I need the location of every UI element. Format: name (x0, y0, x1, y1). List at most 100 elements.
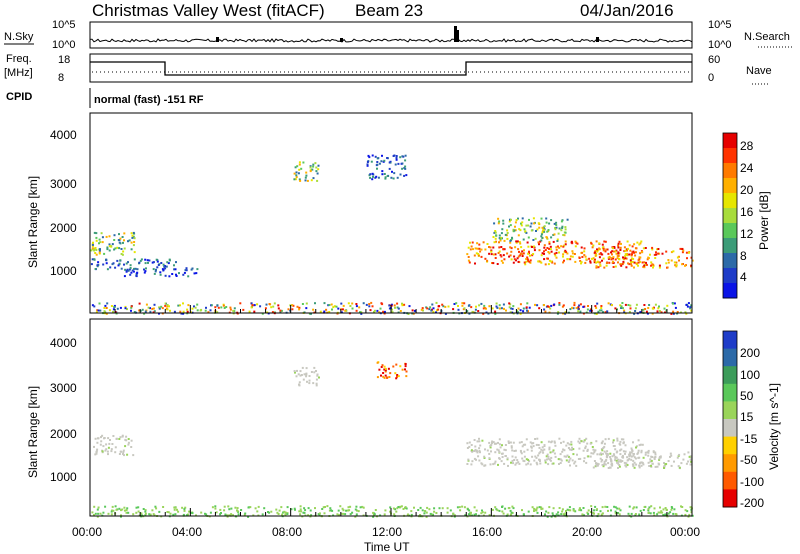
radar-echo-point (453, 515, 456, 518)
radar-echo-point (496, 306, 499, 309)
radar-echo-point (144, 514, 147, 517)
radar-echo-point (105, 262, 108, 265)
radar-echo-point (513, 255, 516, 258)
radar-echo-point (670, 508, 673, 511)
radar-echo-point (610, 258, 613, 261)
radar-echo-point (435, 301, 438, 304)
radar-echo-point (204, 512, 206, 515)
radar-echo-point (403, 167, 406, 169)
radar-echo-point (592, 448, 595, 451)
radar-echo-point (244, 512, 247, 515)
radar-echo-point (393, 304, 396, 307)
radar-echo-point (265, 303, 268, 306)
radar-echo-point (653, 514, 656, 517)
radar-echo-point (682, 249, 685, 252)
radar-echo-point (552, 462, 555, 465)
radar-echo-point (153, 303, 156, 306)
radar-echo-point (545, 458, 548, 461)
colorbar-frame (722, 330, 738, 508)
radar-echo-point (190, 511, 193, 514)
radar-echo-point (630, 253, 633, 256)
radar-echo-point (642, 463, 645, 466)
radar-echo-point (602, 465, 605, 468)
radar-echo-point (557, 511, 560, 514)
radar-echo-point (104, 505, 107, 508)
radar-echo-point (491, 307, 494, 310)
radar-echo-point (592, 466, 595, 469)
radar-echo-point (347, 509, 349, 512)
radar-echo-point (597, 513, 600, 515)
radar-echo-point (131, 236, 134, 239)
radar-echo-point (139, 309, 142, 312)
radar-echo-point (616, 507, 619, 510)
radar-echo-point (229, 308, 232, 311)
radar-echo-point (540, 441, 543, 444)
radar-echo-point (564, 226, 567, 229)
radar-echo-point (487, 312, 490, 315)
radar-echo-point (402, 508, 405, 510)
radar-echo-point (629, 307, 632, 310)
radar-echo-point (548, 222, 551, 225)
radar-echo-point (680, 462, 683, 465)
radar-echo-point (498, 241, 500, 244)
radar-echo-point (690, 508, 693, 511)
radar-echo-point (247, 515, 250, 518)
radar-echo-point (173, 264, 175, 267)
radar-echo-point (314, 507, 316, 510)
radar-echo-point (520, 222, 522, 225)
radar-echo-point (561, 508, 564, 511)
radar-echo-point (687, 302, 690, 305)
radar-echo-point (296, 369, 298, 372)
radar-echo-point (637, 456, 640, 459)
radar-echo-point (603, 266, 606, 269)
radar-echo-point (649, 253, 651, 256)
radar-echo-point (590, 452, 593, 455)
radar-echo-point (538, 458, 540, 461)
radar-echo-point (548, 458, 551, 461)
radar-echo-point (286, 506, 289, 509)
radar-echo-point (639, 252, 642, 255)
radar-echo-point (480, 255, 483, 258)
radar-echo-point (190, 268, 193, 271)
radar-echo-point (470, 444, 473, 446)
radar-echo-point (632, 452, 635, 455)
radar-echo-point (108, 309, 111, 312)
radar-echo-point (620, 438, 623, 441)
radar-echo-point (145, 303, 148, 306)
date-title: 04/Jan/2016 (580, 1, 674, 20)
radar-echo-point (268, 303, 271, 305)
radar-echo-point (223, 505, 226, 508)
radar-echo-point (376, 309, 379, 312)
radar-echo-point (152, 307, 155, 310)
radar-echo-point (146, 259, 149, 262)
radar-echo-point (538, 307, 541, 310)
radar-echo-point (141, 308, 144, 311)
radar-echo-point (341, 507, 344, 510)
radar-echo-point (216, 304, 219, 307)
radar-echo-point (617, 254, 620, 257)
radar-echo-point (268, 511, 271, 514)
radar-echo-point (508, 225, 510, 228)
radar-echo-point (650, 261, 653, 264)
radar-echo-point (562, 513, 565, 516)
radar-echo-point (401, 302, 403, 305)
radar-echo-point (540, 261, 543, 264)
radar-echo-point (99, 512, 102, 515)
radar-echo-point (561, 450, 564, 453)
radar-echo-point (569, 509, 572, 512)
radar-echo-point (449, 509, 452, 512)
radar-echo-point (665, 262, 668, 265)
radar-echo-point (419, 506, 422, 509)
radar-echo-point (127, 269, 130, 272)
radar-echo-point (305, 367, 308, 370)
radar-echo-point (175, 275, 178, 277)
radar-echo-point (121, 253, 124, 256)
radar-echo-point (366, 164, 369, 167)
radar-echo-point (640, 451, 643, 454)
radar-echo-point (661, 252, 664, 255)
radar-echo-point (690, 456, 693, 459)
radar-echo-point (498, 457, 501, 460)
radar-echo-point (636, 241, 639, 244)
radar-echo-point (527, 236, 530, 239)
